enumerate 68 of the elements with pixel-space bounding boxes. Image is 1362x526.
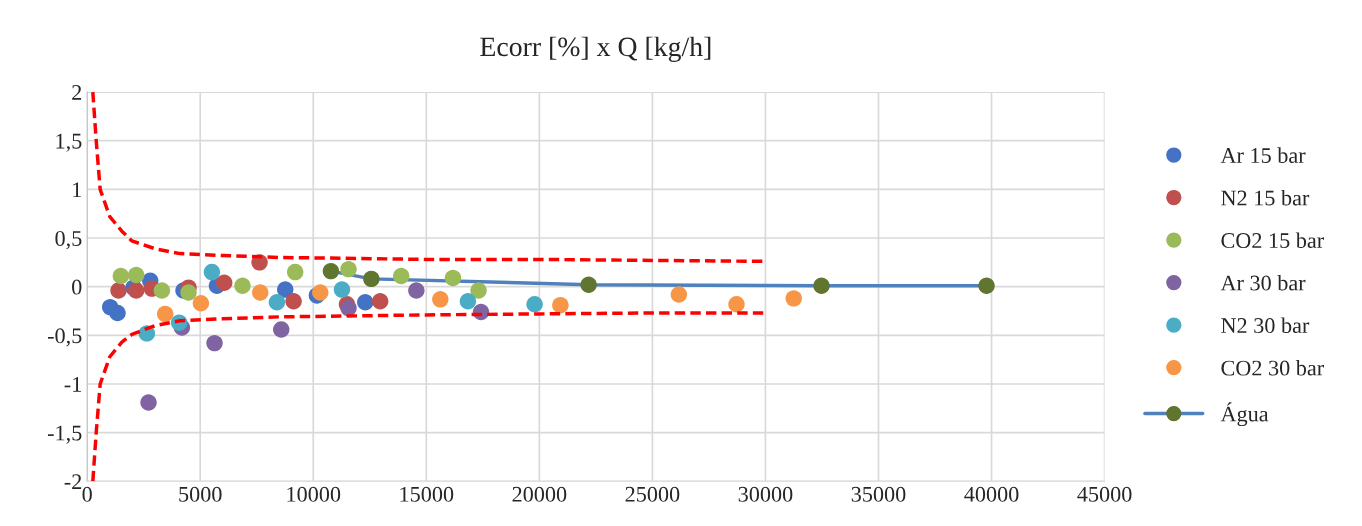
point [580, 276, 597, 293]
point [180, 284, 197, 301]
x-tick-label: 45000 [1077, 486, 1132, 502]
y-tick-label: 0,5 [55, 230, 82, 250]
point [432, 291, 449, 308]
point [408, 282, 425, 299]
point [552, 296, 569, 314]
point [670, 286, 688, 303]
legend-label: CO2 15 bar [1221, 232, 1324, 249]
legend-label: N2 30 bar [1221, 317, 1310, 334]
point [322, 262, 340, 280]
x-tick-label: 35000 [851, 486, 906, 502]
point [203, 263, 221, 281]
point [216, 274, 233, 291]
y-tick-label: 1,5 [56, 133, 82, 152]
x-tick-label: 10000 [287, 486, 341, 502]
point [444, 269, 462, 287]
point [153, 282, 171, 299]
y-tick-label: -1,5 [47, 425, 82, 444]
y-tick-label: -2 [64, 474, 82, 489]
point [252, 284, 269, 301]
point [526, 295, 543, 313]
legend-label: N2 15 bar [1221, 189, 1310, 206]
point [813, 277, 830, 294]
point [273, 321, 290, 338]
x-tick-label: 15000 [400, 486, 454, 502]
legend-label: Ar 30 bar [1220, 274, 1306, 291]
point [156, 305, 174, 323]
point [357, 294, 374, 311]
point [728, 295, 745, 313]
point [112, 267, 130, 285]
point [192, 295, 210, 312]
point [392, 267, 410, 285]
point [127, 266, 145, 284]
point [340, 260, 357, 278]
x-tick-label: 25000 [625, 486, 680, 502]
point [333, 281, 351, 298]
legend-label: CO2 30 bar [1221, 359, 1324, 376]
point [785, 290, 802, 307]
legend-label: Água [1220, 402, 1269, 427]
point [286, 263, 304, 281]
point [340, 299, 357, 317]
x-tick-label: 5000 [179, 486, 222, 502]
point [371, 293, 389, 310]
legend-label: Ar 15 bar [1220, 147, 1306, 164]
chart-title: Ecorr [%] x Q [kg/h] [480, 36, 711, 62]
y-tick-label: -0,5 [47, 328, 82, 347]
y-tick-label: 1 [73, 182, 81, 198]
x-tick-label: 40000 [964, 486, 1019, 502]
point [470, 282, 487, 299]
point [109, 304, 126, 322]
y-tick-label: 2 [72, 85, 82, 100]
point [140, 394, 157, 411]
point [978, 277, 995, 294]
point [206, 334, 223, 352]
x-tick-label: 0 [82, 486, 92, 502]
point [110, 282, 127, 299]
y-tick-label: 0 [72, 279, 82, 295]
point [459, 293, 477, 310]
point [363, 270, 380, 288]
point [277, 281, 294, 298]
point [285, 293, 302, 310]
point [312, 284, 329, 301]
point [268, 294, 286, 311]
x-tick-label: 20000 [512, 486, 567, 502]
point [234, 277, 251, 294]
y-tick-label: -1 [64, 377, 81, 392]
x-tick-label: 30000 [738, 486, 793, 502]
